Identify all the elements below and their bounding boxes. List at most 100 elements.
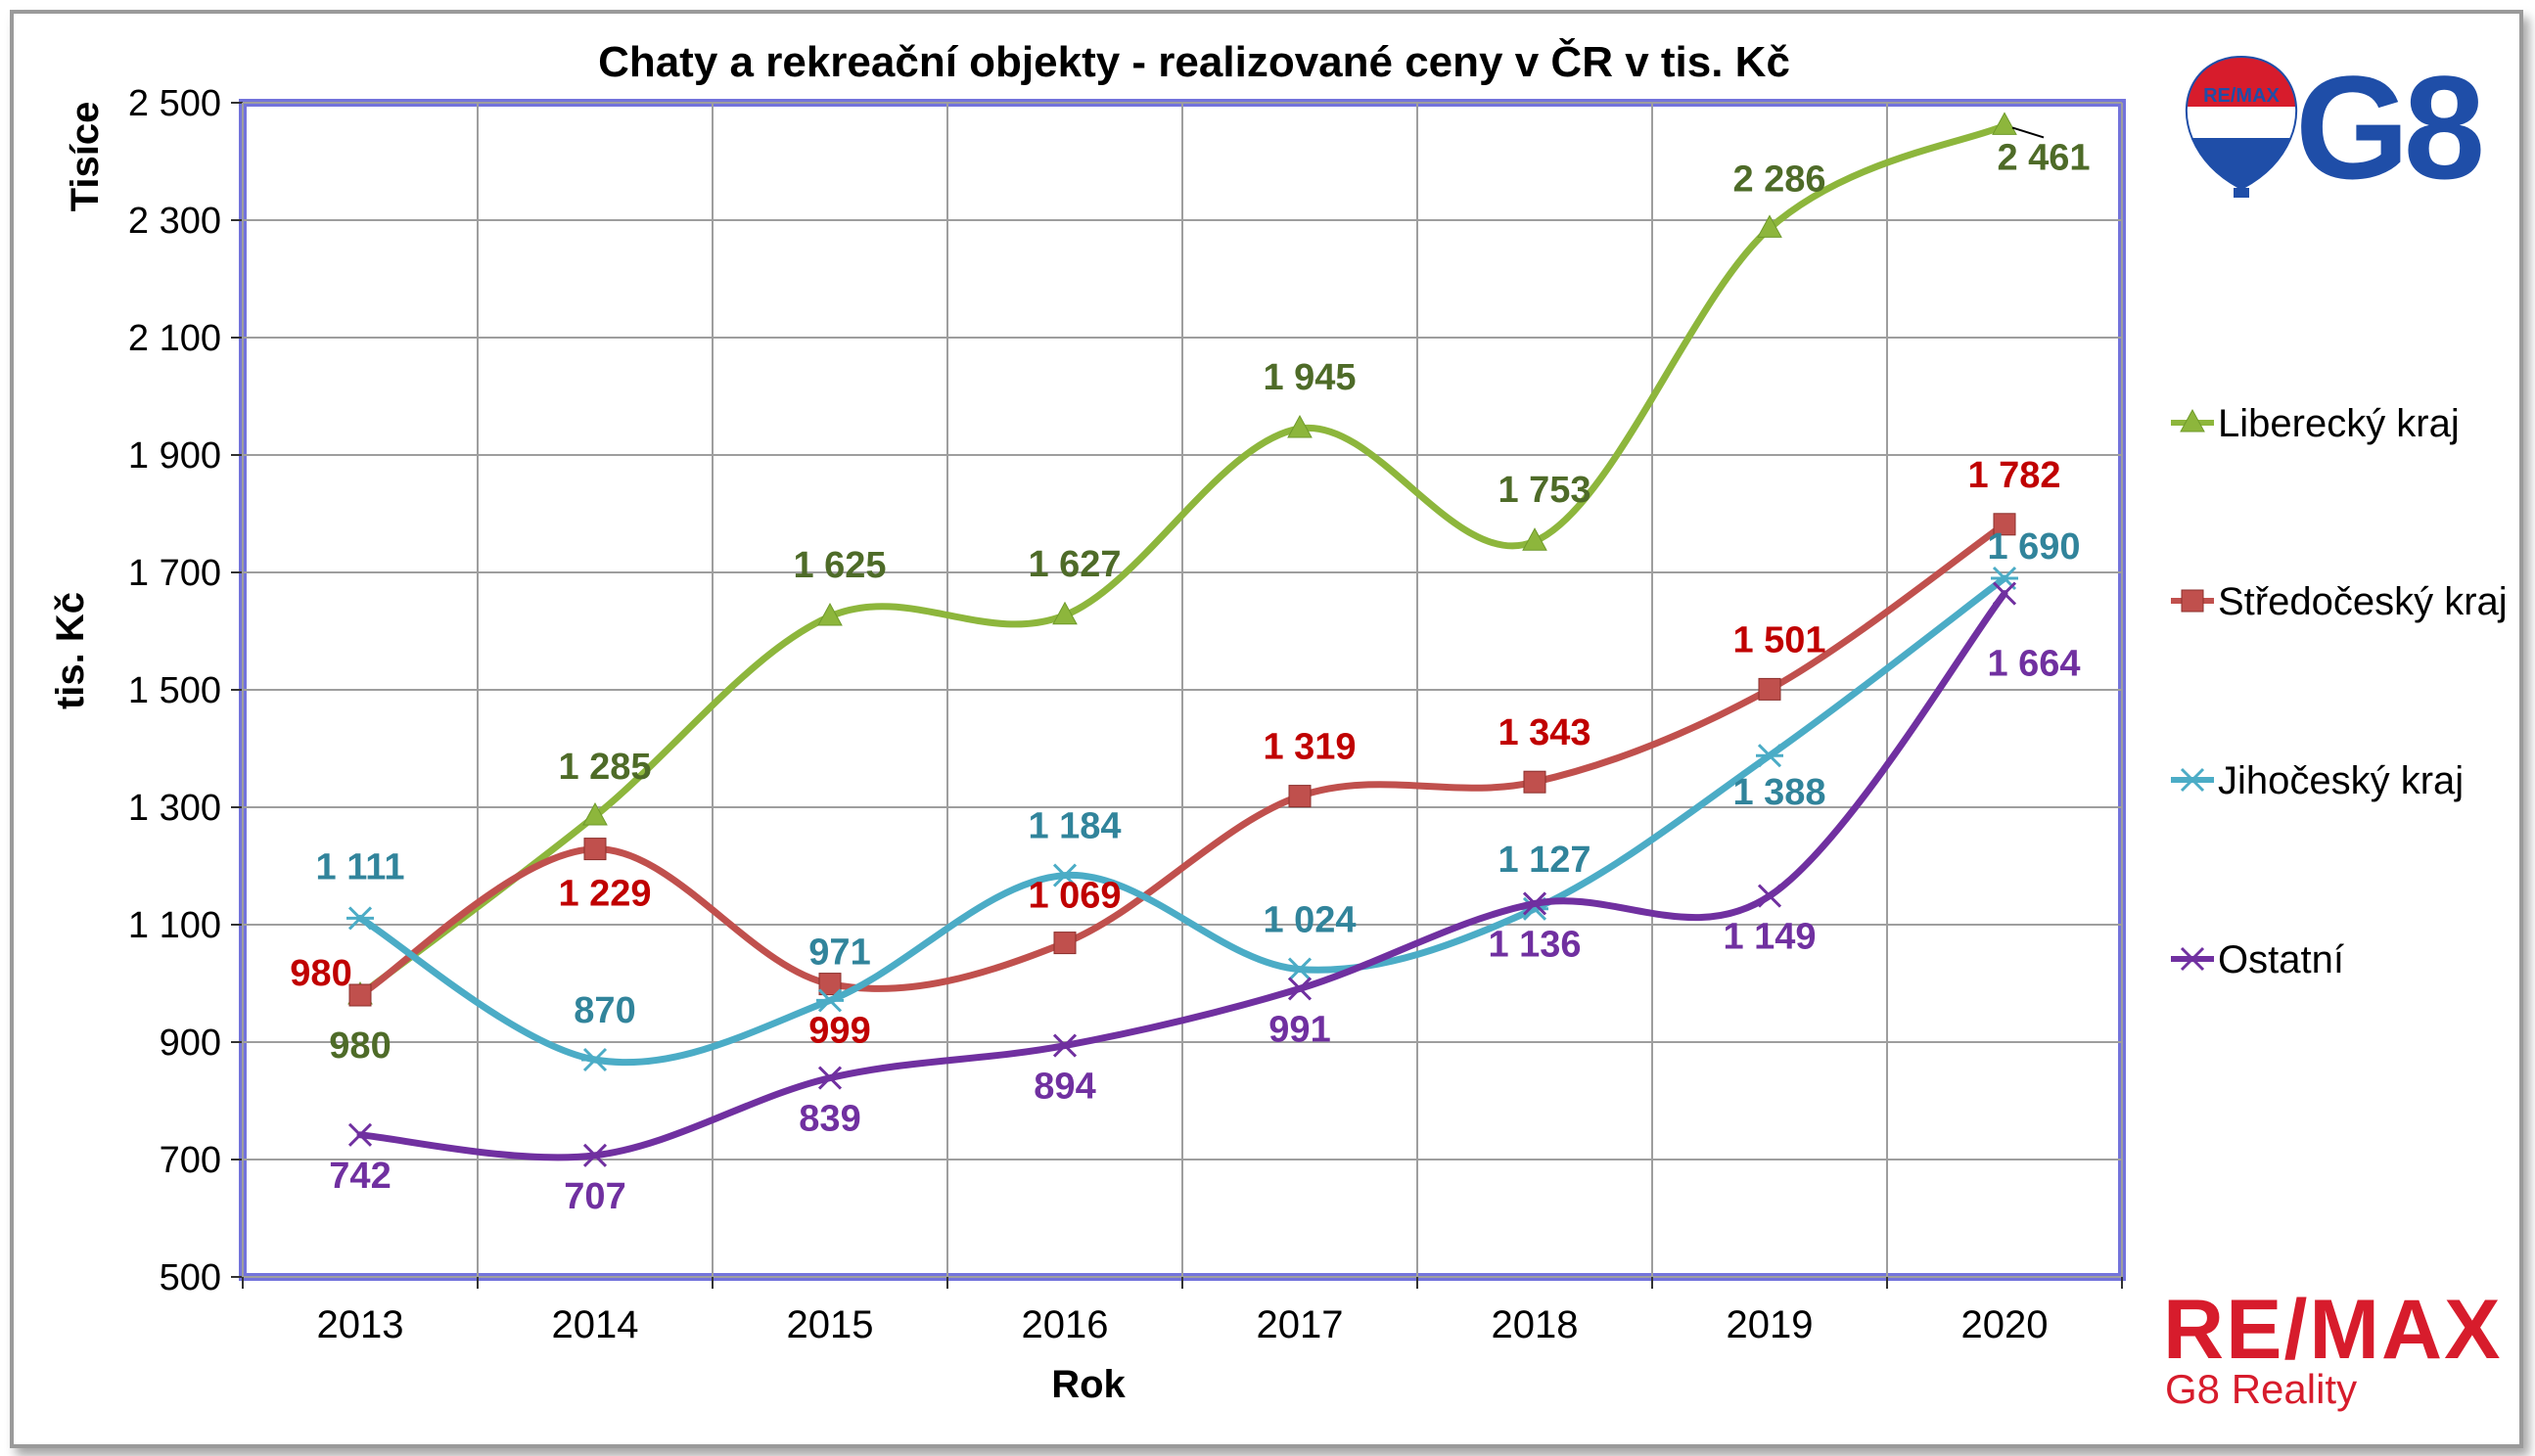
data-label-jihocesky: 1 388 (1732, 772, 1825, 813)
legend-label-ostatni: Ostatní (2218, 938, 2344, 981)
point-jihocesky-2015 (816, 988, 844, 1013)
y-axis-title: tis. Kč (49, 592, 92, 709)
point-stredocesky-2019 (1758, 677, 1781, 701)
company-name: G8 Reality (2165, 1366, 2358, 1412)
data-label-liberecky: 2 461 (1997, 137, 2090, 178)
data-label-liberecky: 1 753 (1498, 470, 1590, 511)
legend-label-jihocesky: Jihočeský kraj (2218, 759, 2464, 802)
data-label-ostatni: 894 (1034, 1067, 1095, 1108)
data-label-liberecky: 980 (329, 1025, 391, 1067)
point-stredocesky-2018 (1523, 770, 1546, 794)
legend: Liberecký kraj Středočeský kraj Jihočeský … (2171, 402, 2508, 981)
data-label-jihocesky: 870 (574, 990, 635, 1031)
point-jihocesky-2014 (581, 1047, 609, 1072)
data-label-stredocesky: 980 (290, 953, 351, 994)
point-liberecky-2018 (1522, 527, 1547, 551)
x-tick-label: 2019 (1727, 1303, 1814, 1346)
data-label-liberecky: 1 627 (1028, 544, 1121, 585)
y-tick-label: 500 (160, 1257, 221, 1298)
point-ostatni-2014 (582, 1143, 608, 1167)
point-jihocesky-2013 (346, 906, 374, 931)
data-labels: 980 1 285 1 625 1 627 1 945 1 753 2 286 2 461 98… (290, 126, 2091, 1217)
data-label-ostatni: 707 (564, 1176, 625, 1217)
data-label-ostatni: 839 (799, 1099, 860, 1140)
data-label-jihocesky: 1 111 (316, 846, 405, 887)
y-tick-label: 1 500 (128, 670, 221, 711)
g8-logo-text: G8 (2295, 45, 2485, 209)
point-jihocesky-2017 (1286, 957, 1314, 981)
data-label-jihocesky: 1 127 (1498, 840, 1590, 881)
series-layer (346, 112, 2018, 1167)
legend-label-stredocesky: Středočeský kraj (2218, 580, 2508, 623)
remax-logo-text: RE/MAX (2163, 1283, 2503, 1377)
y-axis-unit-label: Tisíce (64, 102, 107, 212)
balloon-label: RE/MAX (2203, 85, 2280, 107)
point-stredocesky-2016 (1053, 932, 1077, 955)
point-ostatni-2019 (1757, 884, 1782, 908)
x-axis-title: Rok (1051, 1363, 1126, 1406)
data-label-stredocesky: 1 229 (558, 874, 651, 915)
data-label-ostatni: 1 664 (1987, 644, 2080, 685)
data-label-ostatni: 1 149 (1723, 917, 1816, 958)
data-label-liberecky: 2 286 (1732, 159, 1825, 200)
y-tick-label: 2 500 (128, 83, 221, 124)
x-tick-label: 2015 (787, 1303, 874, 1346)
data-label-jihocesky: 1 690 (1987, 526, 2080, 568)
point-stredocesky-2017 (1288, 785, 1312, 808)
data-label-liberecky: 1 285 (558, 747, 651, 788)
legend-label-liberecky: Liberecký kraj (2218, 402, 2460, 445)
x-tick-label: 2018 (1492, 1303, 1579, 1346)
x-tick-label: 2014 (552, 1303, 639, 1346)
x-tick-label: 2013 (317, 1303, 404, 1346)
grid: 500 700 900 1 100 1 300 1 500 1 700 1 900 2 100 2… (128, 83, 2123, 1346)
point-liberecky-2016 (1052, 601, 1078, 625)
series-line-jihocesky (356, 574, 2008, 1067)
point-liberecky-2017 (1287, 414, 1313, 438)
remax-balloon-logo: RE/MAX (2185, 55, 2298, 198)
chart-frame (10, 10, 2523, 1448)
point-ostatni-2013 (347, 1122, 373, 1147)
legend-marker-liberecky (2180, 408, 2205, 432)
point-ostatni-2018 (1522, 891, 1547, 916)
point-liberecky-2014 (582, 801, 608, 826)
x-tick-label: 2020 (1961, 1303, 2049, 1346)
point-stredocesky-2020 (1993, 513, 2016, 536)
point-stredocesky-2015 (818, 973, 842, 996)
data-label-stredocesky: 1 343 (1498, 712, 1590, 753)
series-line-liberecky (356, 121, 2008, 999)
data-label-liberecky: 1 625 (793, 545, 886, 586)
legend-marker-jihocesky (2179, 767, 2206, 793)
point-jihocesky-2016 (1051, 863, 1079, 887)
point-stredocesky-2014 (583, 838, 607, 861)
x-tick-label: 2017 (1257, 1303, 1344, 1346)
data-label-stredocesky: 1 782 (1967, 455, 2060, 496)
data-label-ostatni: 742 (329, 1156, 391, 1197)
y-tick-label: 1 700 (128, 553, 221, 594)
legend-marker-stredocesky (2181, 589, 2204, 613)
data-label-ostatni: 1 136 (1488, 924, 1581, 965)
data-label-stredocesky: 1 319 (1263, 727, 1356, 768)
point-stredocesky-2013 (348, 983, 372, 1007)
data-label-stredocesky: 999 (808, 1011, 870, 1052)
point-liberecky-2020 (1992, 112, 2017, 135)
x-tick-label: 2016 (1022, 1303, 1109, 1346)
leader-line (2011, 126, 2045, 139)
y-tick-label: 900 (160, 1023, 221, 1064)
data-label-ostatni: 991 (1268, 1009, 1330, 1050)
data-label-stredocesky: 1 069 (1028, 876, 1121, 917)
y-tick-label: 1 300 (128, 788, 221, 829)
y-tick-label: 1 100 (128, 905, 221, 946)
data-label-jihocesky: 971 (808, 932, 870, 973)
data-label-jihocesky: 1 024 (1263, 900, 1356, 941)
point-ostatni-2015 (817, 1066, 843, 1090)
point-liberecky-2015 (817, 602, 843, 626)
data-label-stredocesky: 1 501 (1732, 619, 1825, 660)
point-ostatni-2020 (1992, 581, 2017, 606)
legend-marker-ostatni (2180, 946, 2205, 972)
chart-title: Chaty a rekreační objekty - realizované … (598, 36, 1790, 86)
point-ostatni-2016 (1052, 1033, 1078, 1058)
data-label-jihocesky: 1 184 (1028, 806, 1121, 847)
series-line-stredocesky (356, 521, 2008, 999)
y-tick-label: 1 900 (128, 435, 221, 477)
